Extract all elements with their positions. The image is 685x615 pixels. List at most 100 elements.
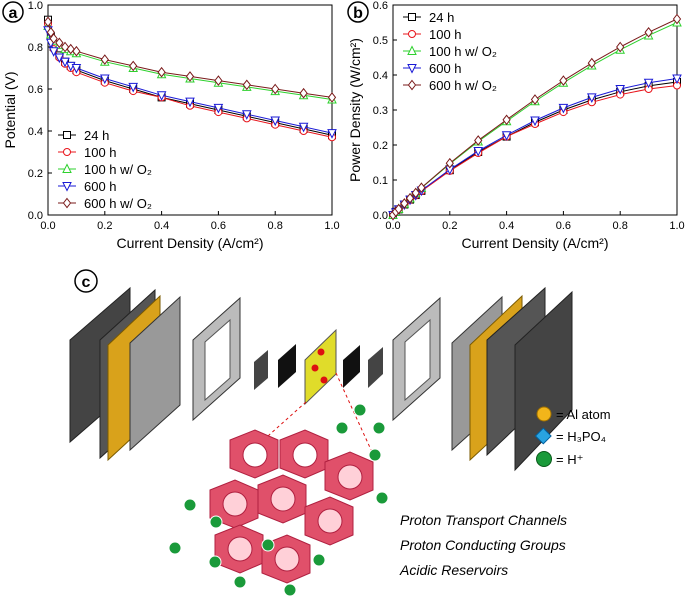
caption: Acidic Reservoirs bbox=[399, 562, 508, 578]
marker bbox=[99, 74, 110, 85]
gasket-window bbox=[404, 318, 431, 402]
diagram-legend: = Al atom = H₃PO₄ = H⁺ bbox=[534, 406, 611, 467]
legend-label: 100 h w/ O₂ bbox=[429, 44, 497, 59]
marker bbox=[72, 45, 81, 57]
marker bbox=[558, 103, 569, 114]
x-tick-label: 0.6 bbox=[556, 220, 571, 232]
marker bbox=[530, 116, 540, 127]
marker bbox=[270, 116, 281, 127]
marker bbox=[408, 30, 416, 38]
marker bbox=[400, 198, 409, 209]
cell-stack: c bbox=[69, 269, 573, 472]
pore bbox=[320, 376, 328, 384]
series-line bbox=[392, 18, 678, 216]
marker bbox=[411, 187, 420, 199]
legend-label: 100 h bbox=[84, 145, 117, 160]
marker bbox=[129, 60, 138, 72]
marker bbox=[417, 182, 426, 194]
marker bbox=[616, 41, 625, 53]
marker bbox=[473, 146, 484, 157]
marker bbox=[100, 54, 109, 65]
x-tick-label: 0.2 bbox=[442, 220, 457, 232]
x-tick-label: 0.6 bbox=[211, 220, 226, 232]
marker bbox=[271, 83, 280, 95]
marker bbox=[298, 122, 309, 133]
panel-label: c bbox=[82, 274, 91, 291]
marker bbox=[445, 157, 454, 169]
y-tick-label: 0.6 bbox=[28, 84, 43, 96]
caption: Proton Conducting Groups bbox=[400, 537, 566, 553]
marker bbox=[185, 71, 195, 82]
series-line bbox=[47, 25, 333, 100]
y-tick-label: 0.8 bbox=[28, 42, 43, 54]
marker bbox=[644, 26, 653, 38]
pore-cluster bbox=[209, 429, 374, 584]
flow-plate bbox=[129, 295, 181, 452]
marker bbox=[327, 129, 337, 139]
plot-frame bbox=[47, 4, 333, 216]
marker bbox=[502, 114, 511, 126]
gdl bbox=[368, 347, 383, 388]
pore bbox=[311, 364, 319, 372]
marker bbox=[63, 148, 71, 156]
marker bbox=[55, 37, 64, 49]
pore bbox=[317, 348, 325, 356]
marker bbox=[213, 103, 224, 114]
marker bbox=[327, 92, 337, 103]
panel-badge bbox=[347, 1, 369, 23]
legend-label: 24 h bbox=[429, 10, 454, 25]
marker bbox=[242, 79, 251, 91]
marker bbox=[587, 57, 596, 69]
x-tick-label: 0.8 bbox=[613, 220, 628, 232]
y-axis-title: Potential (V) bbox=[2, 71, 18, 148]
y-tick-label: 0.3 bbox=[373, 105, 388, 117]
marker bbox=[405, 192, 415, 204]
marker bbox=[71, 64, 82, 74]
legend-label: 600 h w/ O₂ bbox=[429, 78, 497, 93]
x-tick-label: 0.4 bbox=[154, 220, 169, 232]
marker bbox=[408, 13, 416, 21]
marker bbox=[128, 82, 139, 93]
panel-label: a bbox=[9, 5, 18, 22]
marker bbox=[241, 110, 252, 120]
legend-label: 100 h w/ O₂ bbox=[84, 162, 152, 177]
y-tick-label: 1.0 bbox=[28, 0, 43, 12]
y-tick-label: 0.0 bbox=[373, 210, 388, 222]
x-tick-label: 0.0 bbox=[40, 220, 55, 232]
y-tick-label: 0.1 bbox=[373, 175, 388, 187]
marker bbox=[672, 13, 682, 25]
series-line bbox=[47, 23, 333, 138]
marker bbox=[407, 45, 417, 55]
marker bbox=[643, 78, 654, 89]
marker bbox=[214, 75, 223, 86]
x-tick-label: 1.0 bbox=[324, 220, 339, 232]
x-tick-label: 0.8 bbox=[268, 220, 283, 232]
panel-badge bbox=[2, 1, 24, 23]
panel-label: b bbox=[353, 5, 363, 22]
marker bbox=[185, 97, 195, 108]
electrode bbox=[343, 345, 360, 388]
y-tick-label: 0.4 bbox=[373, 70, 388, 82]
y-tick-label: 0.6 bbox=[373, 0, 388, 12]
marker bbox=[157, 66, 166, 78]
y-tick-label: 0.0 bbox=[28, 210, 43, 222]
x-tick-label: 1.0 bbox=[669, 220, 684, 232]
marker bbox=[615, 85, 626, 95]
y-axis-title: Power Density (W/cm²) bbox=[347, 38, 363, 182]
caption: Proton Transport Channels bbox=[400, 512, 567, 528]
legend-text: = H⁺ bbox=[556, 452, 583, 467]
legend-label: 24 h bbox=[84, 128, 109, 143]
y-tick-label: 0.2 bbox=[28, 168, 43, 180]
marker bbox=[156, 91, 167, 101]
marker bbox=[501, 131, 512, 141]
marker bbox=[49, 33, 58, 44]
marker bbox=[63, 131, 71, 139]
marker bbox=[586, 93, 597, 104]
marker bbox=[474, 135, 483, 146]
y-tick-label: 0.2 bbox=[373, 140, 388, 152]
y-tick-label: 0.5 bbox=[373, 35, 388, 47]
legend-text: = H₃PO₄ bbox=[556, 429, 606, 444]
panel-badge bbox=[74, 269, 98, 293]
marker bbox=[48, 47, 59, 57]
